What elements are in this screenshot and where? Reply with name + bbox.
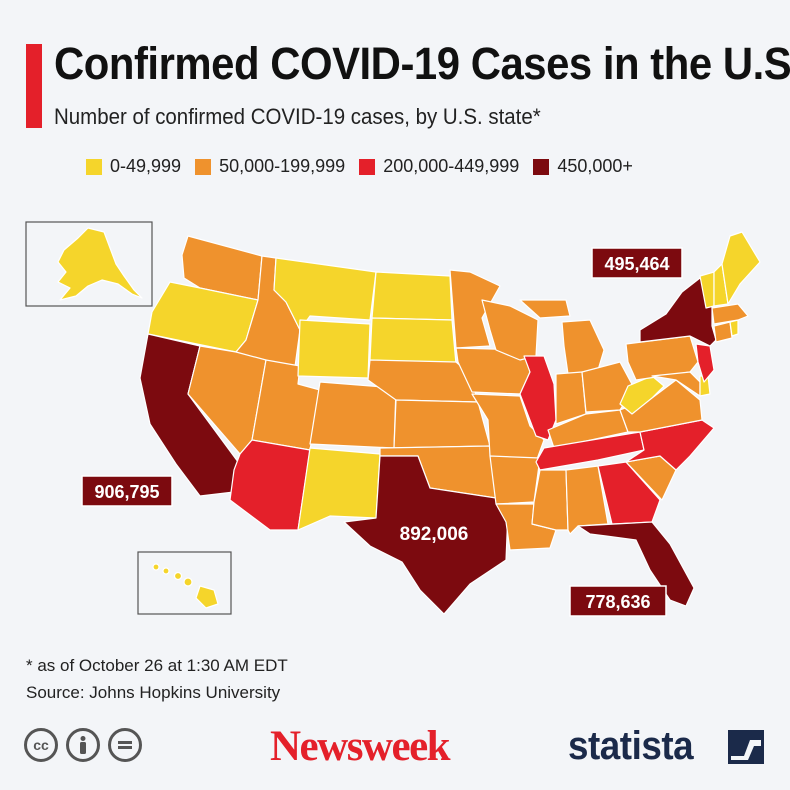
state-VA (619, 379, 703, 433)
state-WV (619, 375, 665, 415)
state-NY (639, 277, 717, 347)
legend-label: 0-49,999 (110, 156, 182, 176)
state-GA (597, 461, 661, 525)
equals-icon[interactable] (108, 728, 142, 762)
legend: 0-49,999 50,000-199,999 200,000-449,999 … (86, 156, 633, 177)
accent-bar (26, 44, 42, 128)
legend-swatch (359, 158, 376, 175)
legend-item-bin-1: 50,000-199,999 (195, 156, 345, 177)
state-AZ (229, 439, 311, 531)
state-FL (577, 521, 695, 607)
legend-swatch (195, 158, 212, 175)
newsweek-logo[interactable]: Newsweek (270, 723, 451, 770)
page-subtitle: Number of confirmed COVID-19 cases, by U… (54, 104, 541, 129)
page-title: Confirmed COVID-19 Cases in the U.S. (54, 38, 790, 89)
cc-icon[interactable]: cc (24, 728, 58, 762)
state-ME (721, 231, 761, 305)
legend-item-bin-2: 200,000-449,999 (359, 156, 519, 177)
callout-california-label: 906,795 (94, 482, 159, 502)
state-CO (309, 381, 397, 449)
state-ND (371, 271, 453, 321)
state-IL (519, 355, 557, 441)
callout-texas-label: 892,006 (400, 524, 469, 545)
source-note: Source: Johns Hopkins University (26, 683, 281, 702)
callout-florida-label: 778,636 (585, 592, 650, 612)
legend-item-bin-0: 0-49,999 (86, 156, 181, 177)
license-icons: cc (24, 728, 142, 762)
state-KS (393, 399, 491, 449)
statista-mark-icon (728, 730, 764, 764)
callout-florida: 778,636 (569, 585, 667, 617)
callout-new-york-label: 495,464 (604, 254, 669, 274)
legend-label: 450,000+ (557, 156, 633, 176)
callout-california: 906,795 (81, 475, 173, 507)
statista-logo[interactable]: statista (568, 724, 694, 768)
state-AR (489, 455, 541, 505)
footnote: * as of October 26 at 1:30 AM EDT (26, 656, 288, 675)
legend-item-bin-3: 450,000+ (533, 156, 633, 177)
person-icon[interactable] (66, 728, 100, 762)
state-NM (297, 447, 381, 531)
legend-swatch (533, 158, 550, 175)
legend-label: 200,000-449,999 (383, 156, 520, 176)
state-MO (471, 393, 545, 463)
state-NJ (695, 343, 715, 383)
state-RI (729, 319, 739, 337)
legend-swatch (86, 158, 102, 175)
state-TX (343, 455, 509, 615)
state-SD (369, 317, 457, 365)
state-AK (57, 227, 143, 301)
callout-new-york: 495,464 (591, 247, 683, 279)
state-NC (625, 419, 715, 471)
state-MA (711, 303, 749, 325)
state-WY (297, 319, 371, 379)
state-CT (713, 321, 733, 343)
legend-label: 50,000-199,999 (219, 156, 346, 176)
state-HI (152, 563, 219, 609)
hawaii-inset-frame (137, 551, 232, 615)
alaska-inset-frame (25, 221, 153, 307)
